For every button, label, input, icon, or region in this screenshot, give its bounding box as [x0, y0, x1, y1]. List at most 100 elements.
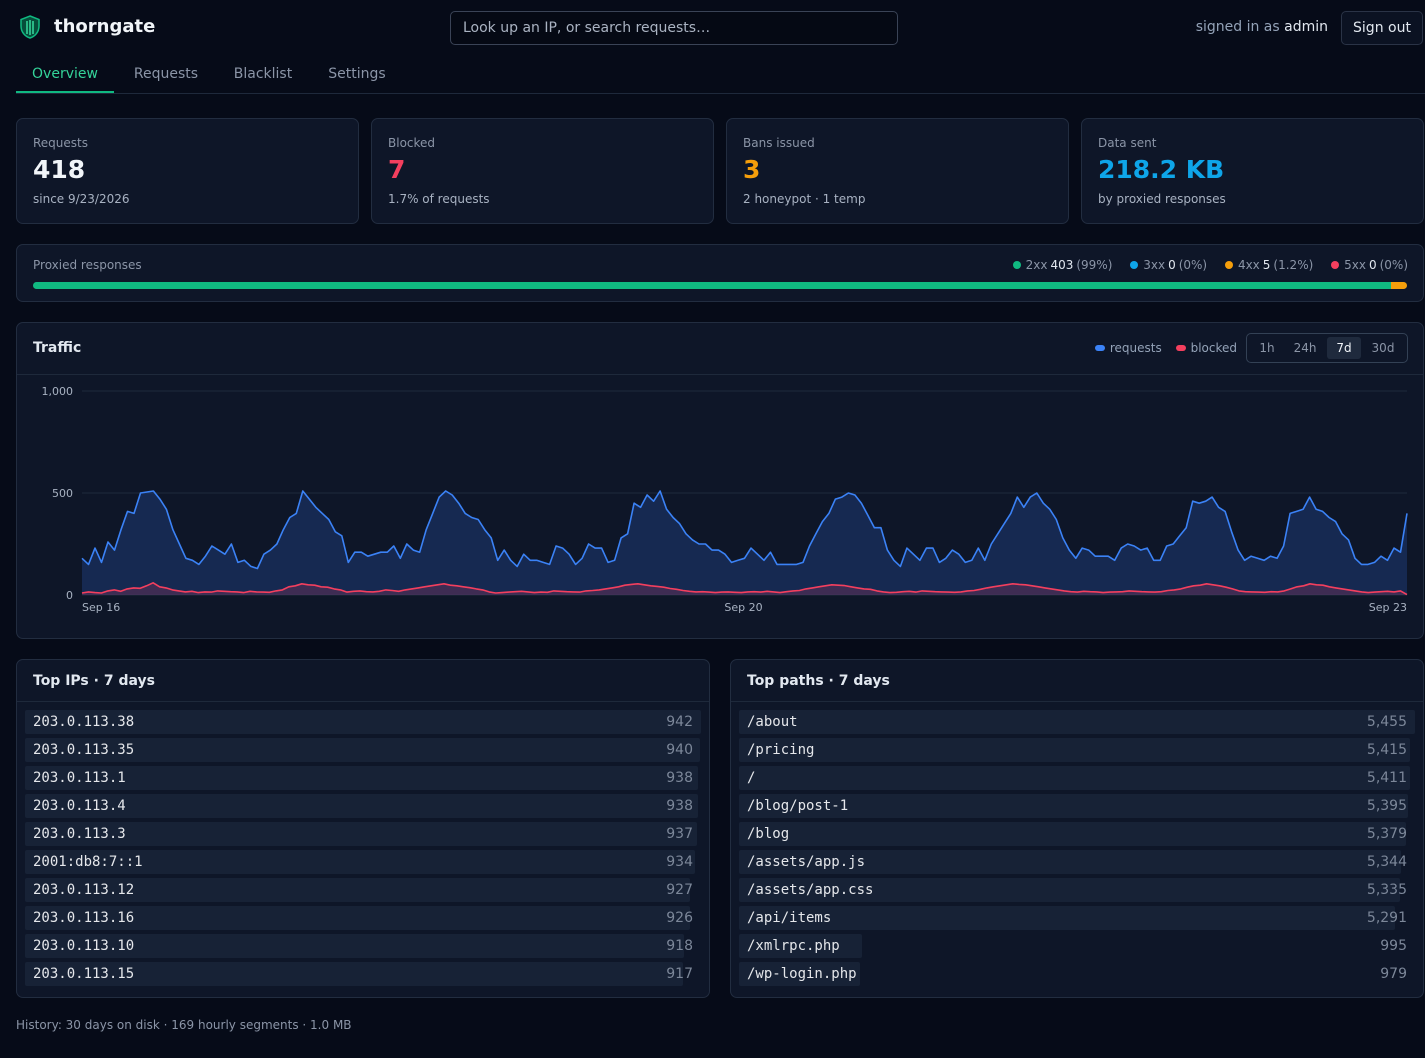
- list-row[interactable]: /blog 5,379: [739, 822, 1415, 846]
- row-key: /assets/app.css: [747, 882, 874, 898]
- legend-blocked: blocked: [1175, 341, 1237, 355]
- row-bar: [25, 962, 684, 986]
- class-name: 2xx: [1025, 258, 1048, 272]
- row-key: 203.0.113.16: [33, 910, 135, 926]
- row-count: 938: [666, 770, 693, 786]
- tab-blacklist[interactable]: Blacklist: [233, 66, 293, 82]
- row-key: 203.0.113.3: [33, 826, 126, 842]
- range-24h-button[interactable]: 24h: [1285, 337, 1325, 359]
- series-area-blocked: [82, 582, 1407, 595]
- row-key: /blog: [747, 826, 790, 842]
- list-row[interactable]: /about 5,455: [739, 710, 1415, 734]
- list-row[interactable]: 203.0.113.16 926: [25, 906, 701, 930]
- list-row[interactable]: /wp-login.php 979: [739, 962, 1415, 986]
- list-row[interactable]: 203.0.113.15 917: [25, 962, 701, 986]
- stat-sub: 1.7% of requests: [388, 192, 490, 206]
- legend-swatch: [1094, 345, 1105, 351]
- x-tick-label: Sep 16: [82, 601, 120, 614]
- dot-icon: [1130, 261, 1139, 269]
- stat-card-data-sent: Data sent 218.2 KB by proxied responses: [1081, 118, 1424, 224]
- traffic-card: Traffic requests blocked 1h 24h 7d 30d 0…: [16, 322, 1424, 639]
- list-row[interactable]: 203.0.113.1 938: [25, 766, 701, 790]
- list-row[interactable]: / 5,411: [739, 766, 1415, 790]
- class-count: 5: [1262, 258, 1271, 272]
- row-key: 203.0.113.15: [33, 966, 135, 982]
- legend-3xx: 3xx 0 (0%): [1130, 258, 1207, 272]
- list-row[interactable]: 203.0.113.4 938: [25, 794, 701, 818]
- series-area-requests: [82, 491, 1407, 595]
- row-count: 5,411: [1366, 770, 1407, 786]
- legend-swatch: [1175, 345, 1186, 351]
- tab-settings[interactable]: Settings: [328, 66, 386, 82]
- series-line-requests: [81, 490, 1408, 570]
- class-count: 0: [1168, 258, 1176, 272]
- list-row[interactable]: 203.0.113.35 940: [25, 738, 701, 762]
- list-row[interactable]: /assets/app.css 5,335: [739, 878, 1415, 902]
- class-count: 0: [1368, 258, 1377, 272]
- class-name: 3xx: [1143, 258, 1166, 272]
- y-tick-label: 0: [66, 589, 73, 602]
- row-bar: [25, 822, 698, 846]
- list-row[interactable]: 203.0.113.12 927: [25, 878, 701, 902]
- list-row[interactable]: 203.0.113.38 942: [25, 710, 701, 734]
- row-count: 5,455: [1366, 714, 1407, 730]
- list-row[interactable]: /xmlrpc.php 995: [739, 934, 1415, 958]
- responses-card: Proxied responses 2xx 403 (99%) 3xx 0 (0%) 4…: [16, 244, 1424, 302]
- row-count: 5,415: [1366, 742, 1407, 758]
- stat-value: 218.2 KB: [1098, 155, 1225, 184]
- top-paths-card: Top paths · 7 days /about 5,455/pricing 5,…: [730, 659, 1424, 998]
- class-pct: (0%): [1178, 258, 1208, 272]
- legend-4xx: 4xx 5 (1.2%): [1224, 258, 1314, 272]
- row-count: 938: [666, 798, 693, 814]
- row-bar: [25, 850, 696, 874]
- sign-out-button[interactable]: Sign out: [1341, 11, 1423, 45]
- responses-bar: [33, 282, 1407, 289]
- tab-overview[interactable]: Overview: [16, 56, 114, 93]
- signed-in-info: signed in as admin: [1196, 19, 1328, 35]
- list-row[interactable]: /api/items 5,291: [739, 906, 1415, 930]
- row-bar: [739, 934, 863, 958]
- row-key: 203.0.113.12: [33, 882, 135, 898]
- tab-requests[interactable]: Requests: [133, 66, 199, 82]
- y-tick-label: 500: [52, 487, 73, 500]
- row-count: 942: [666, 714, 693, 730]
- search-input[interactable]: [450, 11, 898, 45]
- list-row[interactable]: 2001:db8:7::1 934: [25, 850, 701, 874]
- row-count: 5,335: [1366, 882, 1407, 898]
- range-7d-button[interactable]: 7d: [1327, 337, 1361, 359]
- row-count: 5,291: [1366, 910, 1407, 926]
- class-name: 4xx: [1237, 258, 1260, 272]
- top-bar: thorngate signed in as admin Sign out: [0, 0, 1425, 56]
- stat-value: 7: [388, 155, 406, 184]
- row-key: 203.0.113.4: [33, 798, 126, 814]
- top-paths-title: Top paths · 7 days: [747, 673, 890, 689]
- row-count: 927: [666, 882, 693, 898]
- row-count: 5,395: [1366, 798, 1407, 814]
- row-count: 940: [666, 742, 693, 758]
- dot-icon: [1331, 261, 1340, 269]
- list-row[interactable]: /assets/app.js 5,344: [739, 850, 1415, 874]
- row-bar: [739, 794, 1408, 818]
- list-row[interactable]: /blog/post-1 5,395: [739, 794, 1415, 818]
- range-30d-button[interactable]: 30d: [1363, 337, 1403, 359]
- range-1h-button[interactable]: 1h: [1250, 337, 1284, 359]
- row-key: 203.0.113.38: [33, 714, 135, 730]
- row-bar: [25, 738, 700, 762]
- nav-tabs: Overview Requests Blacklist Settings: [16, 56, 1425, 94]
- row-key: /api/items: [747, 910, 832, 926]
- class-pct: (1.2%): [1273, 258, 1314, 272]
- series-line-blocked: [81, 582, 1408, 596]
- row-count: 5,344: [1366, 854, 1407, 870]
- row-key: 203.0.113.10: [33, 938, 135, 954]
- row-bar: [739, 710, 1415, 734]
- row-key: 203.0.113.1: [33, 770, 126, 786]
- row-bar: [739, 906, 1395, 930]
- shield-logo-icon: [20, 15, 40, 39]
- stat-label: Data sent: [1098, 136, 1157, 150]
- y-tick-label: 1,000: [42, 385, 74, 398]
- row-key: /blog/post-1: [747, 798, 849, 814]
- list-row[interactable]: 203.0.113.3 937: [25, 822, 701, 846]
- list-row[interactable]: 203.0.113.10 918: [25, 934, 701, 958]
- list-row[interactable]: /pricing 5,415: [739, 738, 1415, 762]
- row-bar: [25, 906, 690, 930]
